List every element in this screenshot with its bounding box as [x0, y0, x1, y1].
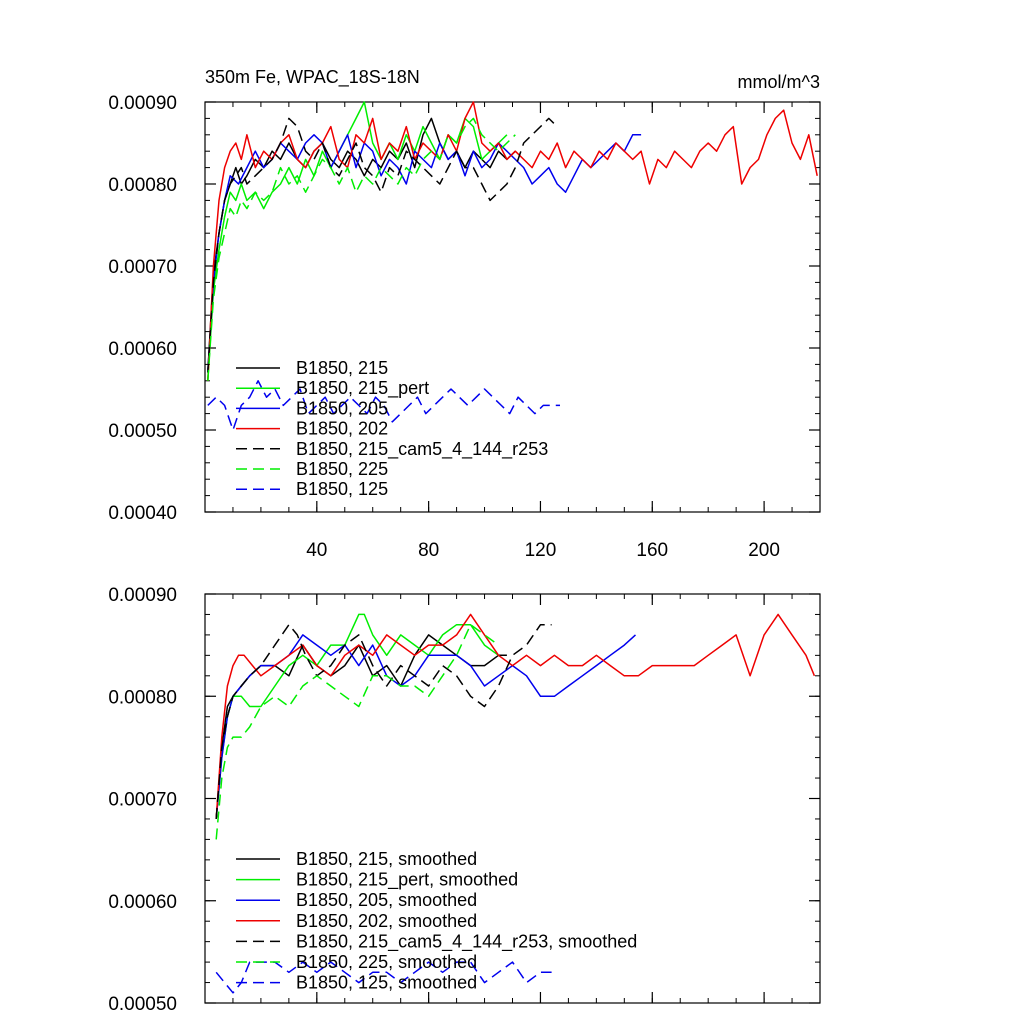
- y-tick-label: 0.00070: [108, 257, 177, 278]
- series-line-3: [207, 134, 642, 373]
- y-tick-label: 0.00060: [108, 892, 177, 913]
- bottom-panel: 0.00050 0.00060 0.00070 0.00080 0.00090 B1850…: [108, 585, 821, 1015]
- series-line-5: [207, 117, 558, 373]
- legend-label: B1850, 202: [296, 419, 388, 439]
- legend-label: B1850, 202, smoothed: [296, 911, 477, 931]
- legend-label: B1850, 205, smoothed: [296, 890, 477, 910]
- legend-label: B1850, 125, smoothed: [296, 973, 477, 993]
- series-line-4: [207, 101, 818, 381]
- x-tick-label: 40: [306, 540, 327, 561]
- legend-label: B1850, 215_cam5_4_144_r253: [296, 439, 548, 460]
- legend-label: B1850, 215_pert, smoothed: [296, 870, 518, 891]
- series-line-2: [207, 101, 508, 381]
- top-panel: 40 80 120 160 200 0.00040 0.00050 0.00060 0.0007…: [108, 93, 821, 561]
- legend-label: B1850, 215, smoothed: [296, 849, 477, 869]
- series-line-2: [215, 613, 499, 819]
- legend-label: B1850, 215_cam5_4_144_r253, smoothed: [296, 931, 637, 952]
- y-tick-label: 0.00050: [108, 994, 177, 1015]
- x-tick-label: 200: [748, 540, 780, 561]
- legend-label: B1850, 225: [296, 459, 388, 479]
- series-line-1: [207, 117, 516, 373]
- y-tick-label: 0.00080: [108, 687, 177, 708]
- y-tick-label: 0.00080: [108, 175, 177, 196]
- series-line-6: [207, 117, 516, 381]
- plot-units: mmol/m^3: [738, 72, 820, 92]
- series-line-7: [215, 961, 552, 994]
- y-tick-label: 0.00090: [108, 93, 177, 114]
- y-tick-label: 0.00070: [108, 790, 177, 811]
- series-line-5: [215, 623, 552, 819]
- y-tick-label: 0.00060: [108, 339, 177, 360]
- legend-label: B1850, 215_pert: [296, 378, 429, 399]
- x-tick-label: 160: [636, 540, 668, 561]
- y-tick-label: 0.00040: [108, 503, 177, 524]
- legend-label: B1850, 205: [296, 398, 388, 418]
- legend-label: B1850, 225, smoothed: [296, 952, 477, 972]
- y-tick-label: 0.00050: [108, 421, 177, 442]
- plot-title: 350m Fe, WPAC_18S-18N: [205, 67, 420, 88]
- series-line-6: [215, 623, 499, 840]
- legend-label: B1850, 215: [296, 358, 388, 378]
- series-line-4: [215, 613, 816, 819]
- x-tick-label: 120: [525, 540, 557, 561]
- y-tick-label: 0.00090: [108, 585, 177, 606]
- x-tick-label: 80: [418, 540, 439, 561]
- series-line-7: [207, 380, 560, 431]
- legend-label: B1850, 125: [296, 479, 388, 499]
